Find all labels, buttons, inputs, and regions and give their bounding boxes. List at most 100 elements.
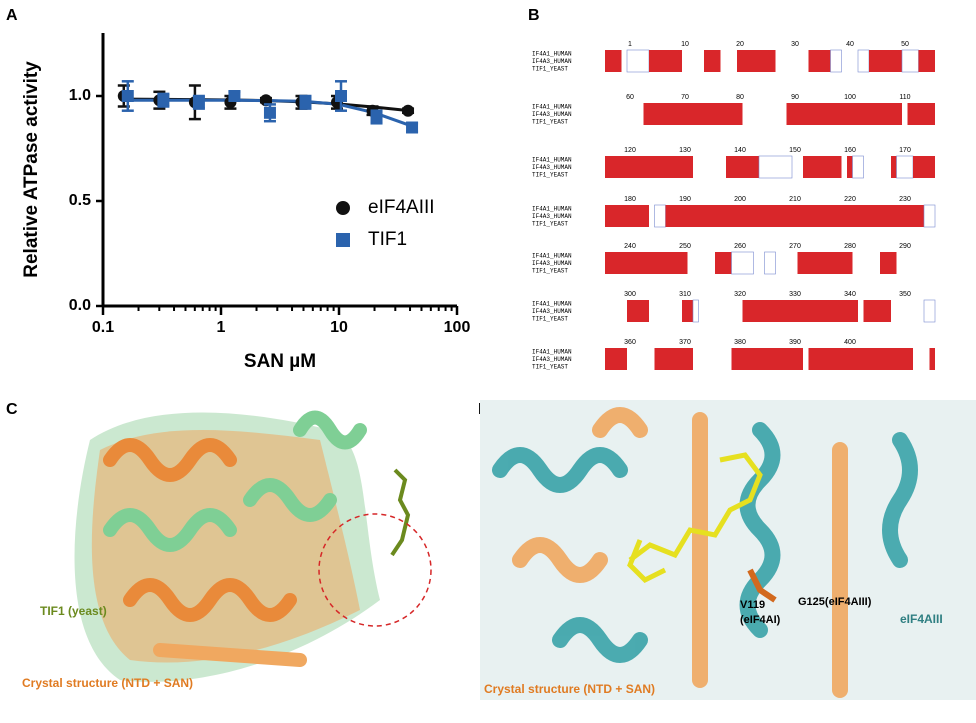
conserved-block (841, 348, 875, 370)
ruler-number: 300 (624, 291, 636, 298)
conserved-block (709, 103, 743, 125)
ruler-number: 210 (789, 196, 801, 203)
sequence-name: TIF1_YEAST (532, 364, 568, 371)
conserved-block (830, 300, 858, 322)
similar-box (692, 299, 699, 323)
sequence-name: IF4A1_HUMAN (532, 104, 572, 111)
ruler-number: 170 (899, 147, 911, 154)
legend-label: TIF1 (368, 229, 407, 250)
label: TIF1 (yeast) (40, 604, 107, 618)
conserved-block (781, 348, 803, 370)
structure-d: V119 (eIF4AI) G125(eIF4AIII) eIF4AIII Cr… (480, 400, 976, 700)
similar-box (626, 49, 650, 73)
conserved-block (808, 156, 836, 178)
conserved-block (863, 300, 891, 322)
conserved-block (726, 156, 732, 178)
ruler-number: 20 (736, 41, 744, 48)
ruler-number: 50 (901, 41, 909, 48)
conserved-block (616, 156, 622, 178)
conserved-block (704, 50, 715, 72)
ruler-number: 160 (844, 147, 856, 154)
sequence-name: TIF1_YEAST (532, 316, 568, 323)
x-tick-label: 100 (444, 319, 471, 336)
conserved-block (869, 50, 886, 72)
conserved-block (742, 300, 770, 322)
legend-label: eIF4AIII (368, 197, 435, 218)
ruler-number: 250 (679, 243, 691, 250)
similar-box (758, 155, 793, 179)
ruler-number: 220 (844, 196, 856, 203)
ruler-number: 330 (789, 291, 801, 298)
ruler-number: 60 (626, 94, 634, 101)
sequence-name: IF4A3_HUMAN (532, 213, 572, 220)
conserved-block (891, 50, 902, 72)
conserved-block (918, 103, 935, 125)
sequence-name: IF4A1_HUMAN (532, 51, 572, 58)
conserved-block (814, 103, 847, 125)
ruler-number: 200 (734, 196, 746, 203)
similar-box (857, 49, 870, 73)
similar-box (852, 155, 864, 179)
conserved-block (836, 156, 842, 178)
conserved-block (737, 50, 770, 72)
structure-c: TIF1 (yeast) Crystal structure (NTD + SA… (20, 400, 470, 710)
conserved-block (885, 50, 891, 72)
similar-box (731, 251, 754, 275)
marker (370, 111, 383, 123)
conserved-block (665, 156, 688, 178)
sequence-name: IF4A3_HUMAN (532, 111, 572, 118)
conserved-block (671, 252, 688, 274)
sequence-name: IF4A3_HUMAN (532, 58, 572, 65)
sequence-name: IF4A3_HUMAN (532, 356, 572, 363)
ruler-number: 230 (899, 196, 911, 203)
sequence-name: IF4A1_HUMAN (532, 253, 572, 260)
ruler-number: 130 (679, 147, 691, 154)
conserved-block (913, 156, 930, 178)
marker (299, 96, 312, 109)
conserved-block (847, 103, 880, 125)
conserved-block (753, 205, 787, 227)
marker (121, 90, 134, 102)
conserved-block (687, 156, 693, 178)
conserved-block (605, 348, 627, 370)
conserved-block (786, 103, 814, 125)
marker (192, 96, 205, 109)
x-tick-label: 1 (217, 319, 226, 336)
conserved-block (715, 252, 732, 274)
marker (406, 121, 419, 134)
similar-box (830, 49, 842, 73)
sequence-name: IF4A3_HUMAN (532, 260, 572, 267)
sequence-name: TIF1_YEAST (532, 221, 568, 228)
ruler-number: 100 (844, 94, 856, 101)
y-tick-label: 1.0 (69, 87, 91, 104)
ruler-number: 190 (679, 196, 691, 203)
conserved-block (880, 205, 902, 227)
sequence-name: TIF1_YEAST (532, 119, 568, 126)
conserved-block (770, 50, 776, 72)
similar-box (923, 299, 936, 323)
marker (402, 104, 415, 117)
legend-marker (336, 233, 350, 247)
conserved-block (665, 205, 682, 227)
conserved-block (836, 205, 853, 227)
ruler-number: 320 (734, 291, 746, 298)
sequence-name: IF4A1_HUMAN (532, 157, 572, 164)
conserved-block (627, 252, 644, 274)
conserved-block (814, 300, 831, 322)
conserved-block (847, 156, 853, 178)
ruler-number: 80 (736, 94, 744, 101)
ruler-number: 360 (624, 339, 636, 346)
conserved-block (770, 300, 781, 322)
ruler-number: 70 (681, 94, 689, 101)
ruler-number: 180 (624, 196, 636, 203)
sequence-name: TIF1_YEAST (532, 172, 568, 179)
conserved-block (654, 348, 660, 370)
ruler-number: 140 (734, 147, 746, 154)
conserved-block (715, 50, 721, 72)
conserved-block (907, 348, 913, 370)
conserved-block (808, 50, 831, 72)
conserved-block (830, 252, 853, 274)
conserved-block (682, 300, 693, 322)
ruler-number: 150 (789, 147, 801, 154)
conserved-block (902, 205, 924, 227)
